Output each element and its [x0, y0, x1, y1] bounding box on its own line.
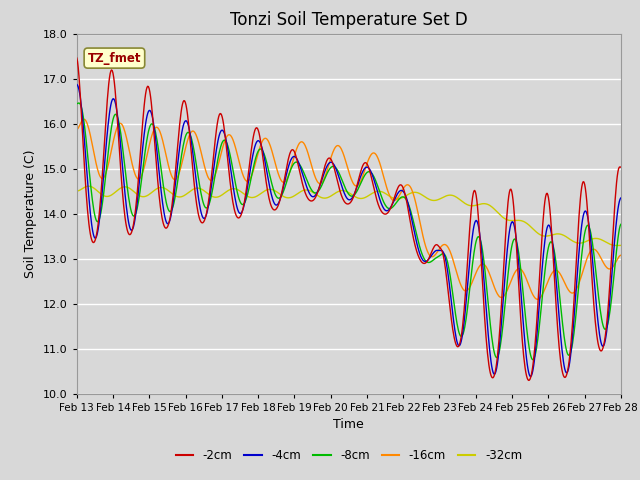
- Y-axis label: Soil Temperature (C): Soil Temperature (C): [24, 149, 38, 278]
- Text: TZ_fmet: TZ_fmet: [88, 51, 141, 65]
- Title: Tonzi Soil Temperature Set D: Tonzi Soil Temperature Set D: [230, 11, 468, 29]
- X-axis label: Time: Time: [333, 418, 364, 431]
- Legend: -2cm, -4cm, -8cm, -16cm, -32cm: -2cm, -4cm, -8cm, -16cm, -32cm: [171, 444, 527, 467]
